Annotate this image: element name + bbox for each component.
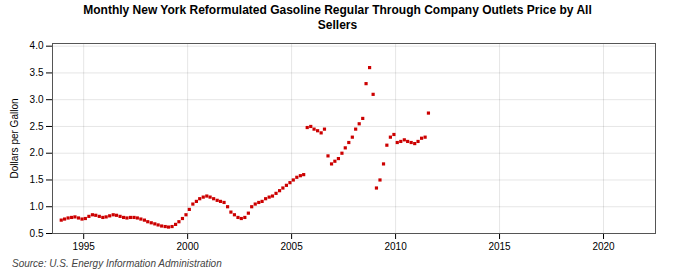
svg-text:0.5: 0.5 (30, 228, 44, 239)
svg-text:2015: 2015 (488, 241, 511, 252)
svg-text:2.5: 2.5 (30, 121, 44, 132)
html-text:Monthly New York Reformulated: Monthly New York Reformulated Gasoline R… (83, 3, 592, 32)
svg-text:1995: 1995 (73, 241, 96, 252)
svg-text:4.0: 4.0 (30, 40, 44, 51)
svg-text:2010: 2010 (384, 241, 407, 252)
svg-text:1.0: 1.0 (30, 201, 44, 212)
svg-text:2020: 2020 (592, 241, 615, 252)
svg-text:2.0: 2.0 (30, 147, 44, 158)
svg-text:Dollars per Gallon: Dollars per Gallon (9, 98, 20, 178)
html-text:Source: U.S. Energy Informatio: Source: U.S. Energy Information Administ… (12, 258, 222, 269)
svg-text:1.5: 1.5 (30, 174, 44, 185)
svg-text:2005: 2005 (280, 241, 303, 252)
svg-text:3.0: 3.0 (30, 94, 44, 105)
svg-text:3.5: 3.5 (30, 67, 44, 78)
svg-text:2000: 2000 (177, 241, 200, 252)
